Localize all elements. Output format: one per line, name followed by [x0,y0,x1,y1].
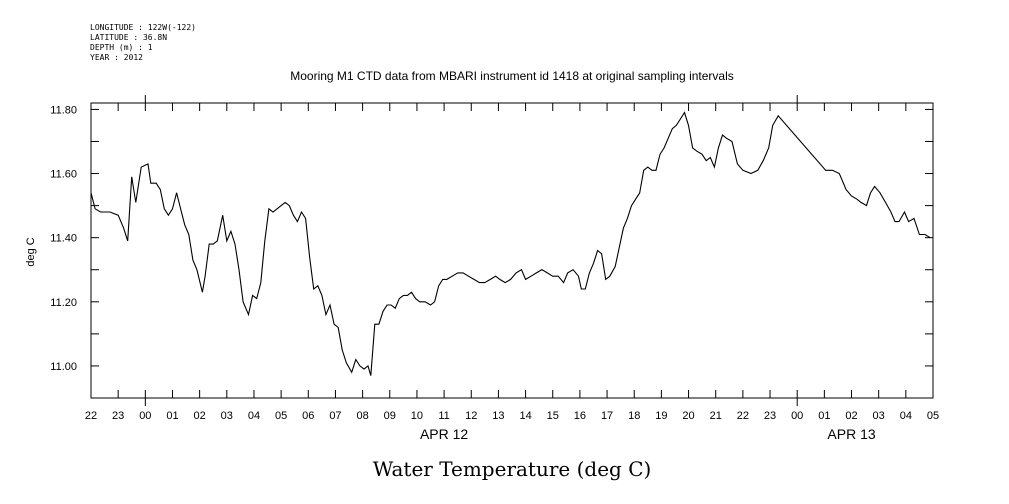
y-tick-label: 11.80 [50,104,77,116]
x-tick-label: 22 [85,410,97,422]
plot-frame [90,102,934,399]
x-tick-label: 20 [682,410,694,422]
x-tick-label: 02 [194,410,206,422]
x-tick-label: 05 [275,410,287,422]
date-label: APR 13 [827,426,875,442]
depth-label: DEPTH (m) : 1 [90,43,153,52]
y-tick-label: 11.20 [50,297,77,309]
x-tick-label: 14 [519,410,531,422]
metadata-block: LONGITUDE : 122W(-122) LATITUDE : 36.8N … [90,23,196,62]
x-tick-label: 23 [764,410,776,422]
x-tick-label: 04 [248,410,260,422]
date-label: APR 12 [420,426,468,442]
x-tick-label: 00 [791,410,803,422]
x-axis-title: Water Temperature (deg C) [373,457,652,481]
x-tick-label: 05 [927,410,939,422]
x-tick-label: 17 [601,410,613,422]
x-tick-label: 15 [547,410,559,422]
y-tick-label: 11.00 [50,361,77,373]
x-tick-label: 18 [628,410,640,422]
y-axis-ticks: 11.00 11.20 11.40 11.60 11.80 [50,104,933,373]
y-tick-label: 11.60 [50,169,77,181]
x-tick-label: 03 [873,410,885,422]
x-tick-label: 22 [737,410,749,422]
chart-title: Mooring M1 CTD data from MBARI instrumen… [290,69,734,83]
y-tick-label: 11.40 [50,233,77,245]
x-tick-label: 06 [302,410,314,422]
x-tick-label: 07 [329,410,341,422]
y-axis-label: deg C [25,237,37,266]
x-tick-label: 23 [112,410,124,422]
x-tick-label: 11 [438,410,449,422]
x-tick-label: 02 [845,410,857,422]
x-tick-label: 12 [465,410,477,422]
latitude-label: LATITUDE : 36.8N [90,33,167,42]
x-tick-label: 16 [574,410,586,422]
x-tick-label: 08 [356,410,368,422]
x-tick-label: 01 [818,410,830,422]
x-tick-label: 13 [492,410,504,422]
x-tick-label: 04 [900,410,912,422]
x-tick-label: 19 [655,410,667,422]
date-labels: APR 12 APR 13 [420,426,876,442]
x-tick-label: 03 [221,410,233,422]
year-label: YEAR : 2012 [90,53,143,62]
x-tick-label: 01 [166,410,178,422]
x-tick-label: 09 [384,410,396,422]
longitude-label: LONGITUDE : 122W(-122) [90,23,196,32]
x-tick-label: 10 [411,410,423,422]
x-axis-ticks: 22 23 00 01 02 03 04 05 06 07 08 09 10 11 12 13 14 15 16 17… [85,95,939,422]
water-temperature-line [90,111,931,376]
x-tick-label: 00 [139,410,151,422]
x-tick-label: 21 [710,410,722,422]
